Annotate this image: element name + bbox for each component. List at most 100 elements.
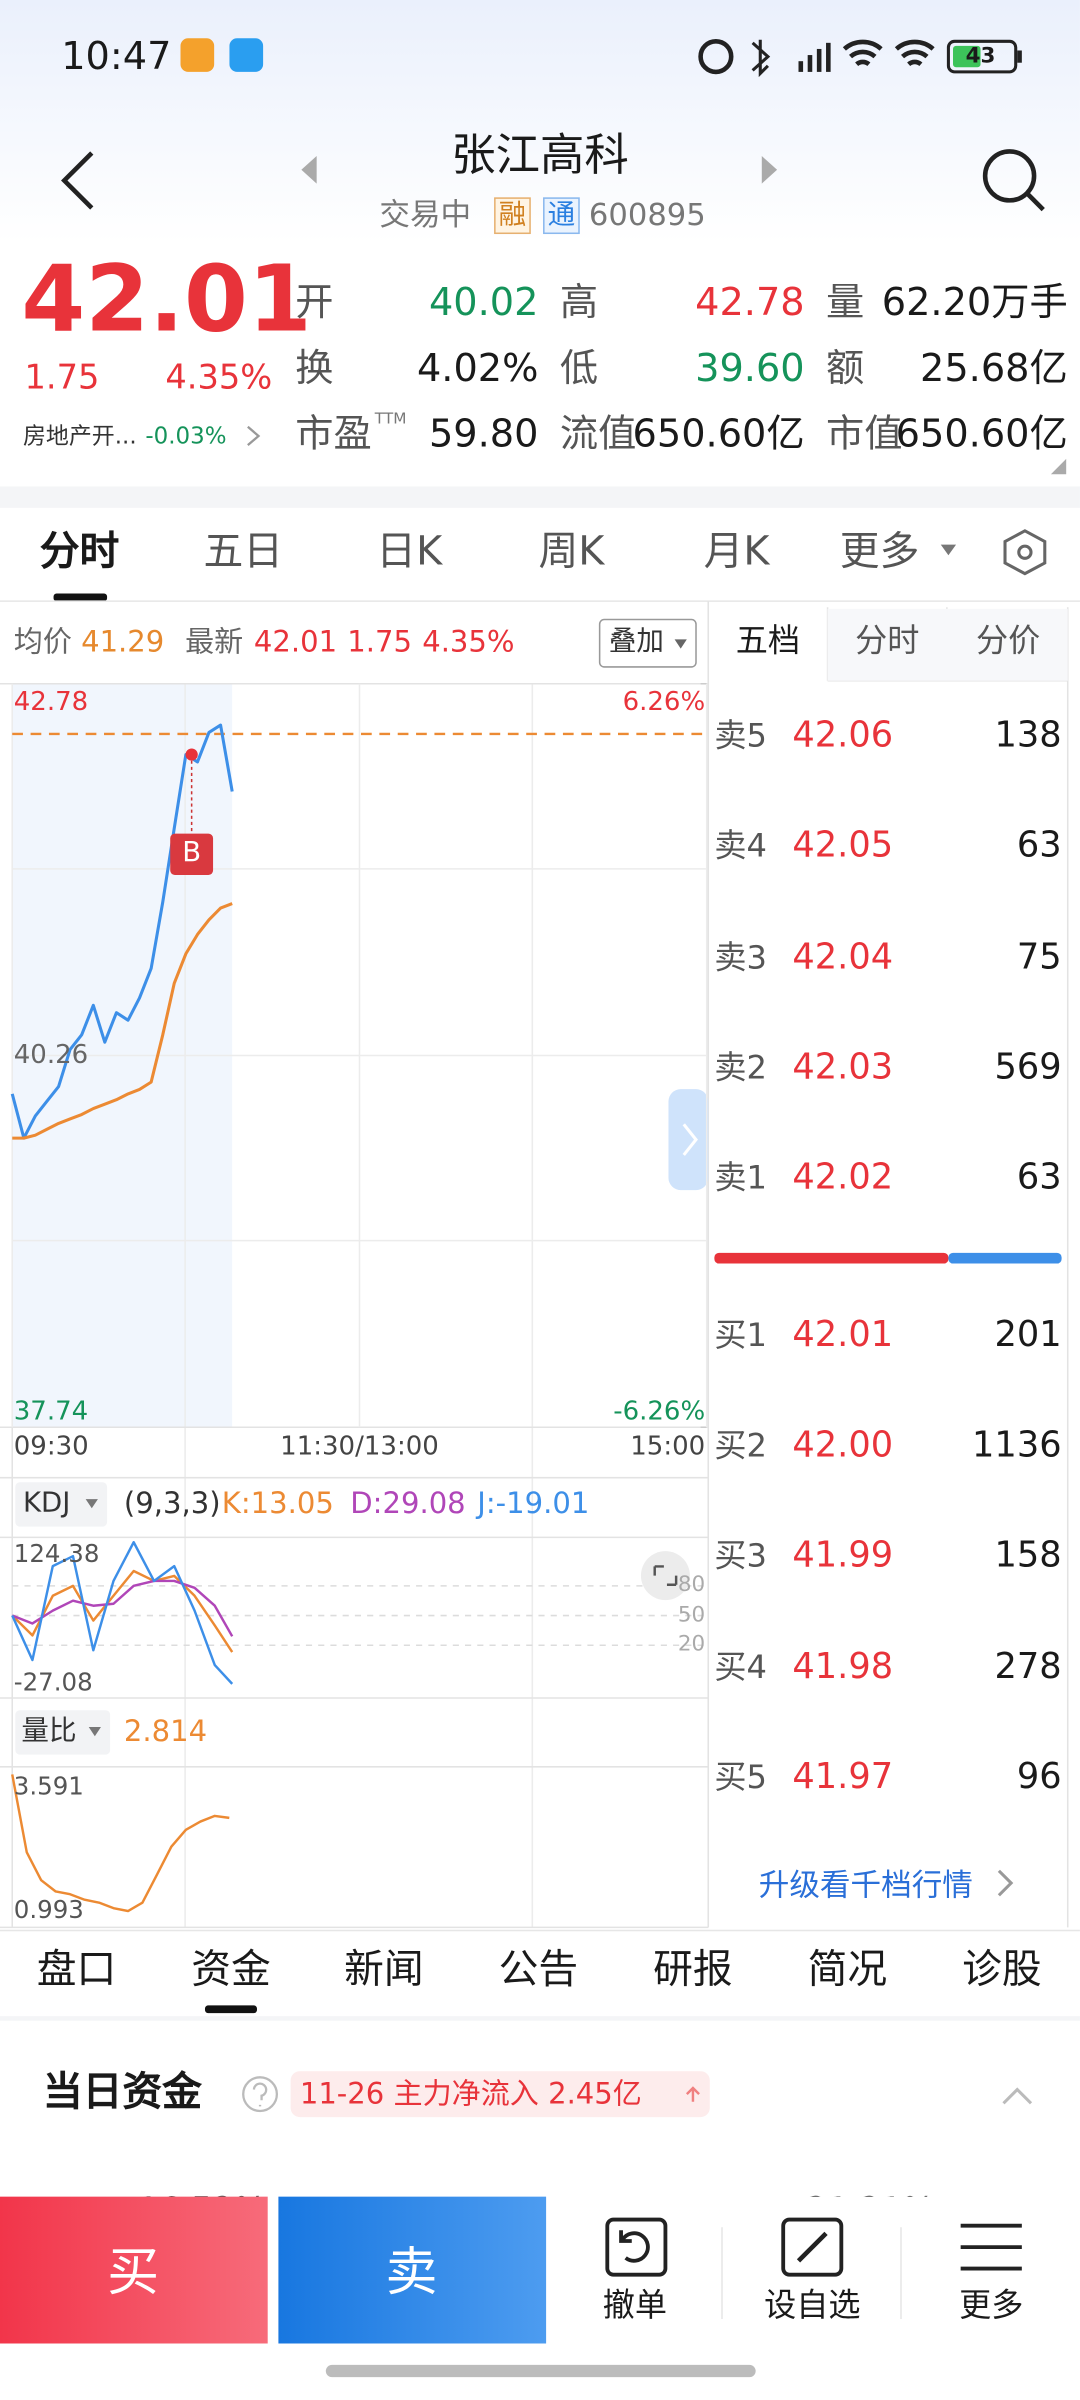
indicator-readout: K:13.05 (221, 1486, 334, 1520)
level-volume: 158 (994, 1536, 1062, 1576)
avg-label: 均价 (13, 625, 72, 659)
stat-value: 4.02% (416, 345, 539, 391)
stat-value: 40.02 (428, 279, 539, 325)
back-button[interactable] (61, 151, 94, 210)
order-book-tab[interactable]: 分价 (975, 623, 1041, 660)
chart-tab[interactable]: 五日 (203, 529, 284, 576)
stat-value: 650.60亿 (632, 411, 805, 456)
stat-label: 量 (826, 279, 865, 325)
sector-arrow[interactable] (247, 425, 261, 447)
detail-tab[interactable]: 盘口 (36, 1947, 117, 1994)
indicator-params: (9,3,3) (123, 1486, 221, 1520)
upgrade-link[interactable]: 升级看千档行情 (758, 1866, 973, 1903)
battery-level: 43 (965, 43, 996, 69)
series-line (11, 1579, 234, 1637)
side-expand[interactable] (668, 1089, 709, 1191)
level-price: 42.03 (792, 1048, 894, 1088)
prev-stock[interactable] (301, 156, 317, 184)
chart-tab[interactable]: 分时 (39, 529, 120, 576)
stat-label: 高 (559, 279, 599, 325)
sell-button[interactable] (278, 2196, 547, 2344)
sell-label[interactable]: 卖 (385, 2241, 438, 2304)
detail-tab[interactable]: 公告 (498, 1947, 579, 1994)
level-volume: 201 (994, 1315, 1062, 1356)
change-pct-small: 4.35% (422, 625, 515, 659)
buy-label[interactable]: 买 (107, 2241, 160, 2304)
indicator-selector[interactable] (15, 1482, 108, 1527)
wifi-icon (842, 39, 883, 67)
level-price: 42.06 (792, 716, 894, 756)
action-label[interactable]: 撤单 (602, 2287, 667, 2325)
fullscreen-icon (653, 1565, 678, 1586)
level-price: 41.98 (792, 1647, 894, 1688)
collapse-button[interactable] (1002, 2087, 1033, 2105)
settings-icon-dot (1017, 544, 1033, 560)
indicator-caret (88, 1727, 101, 1737)
y2-tick-label: 20 (677, 1632, 706, 1657)
detail-tab[interactable]: 研报 (653, 1947, 733, 1994)
settings-icon[interactable] (1003, 529, 1047, 576)
y-tick-label: -27.08 (13, 1667, 93, 1698)
ratio-bar-buy (948, 1252, 1062, 1264)
level-label: 买5 (714, 1759, 767, 1797)
watchlist-icon-pen (796, 2231, 828, 2263)
avg-price: 41.29 (81, 625, 165, 659)
level-volume: 1136 (972, 1425, 1062, 1466)
fullscreen-button[interactable] (640, 1551, 690, 1601)
cancel-icon-arrow (619, 2230, 650, 2263)
overlay-label[interactable]: 叠加 (608, 625, 664, 659)
level-label: 卖1 (714, 1160, 767, 1197)
chart-tab[interactable]: 更多 (839, 529, 920, 576)
level-price: 42.00 (792, 1425, 894, 1466)
help-icon-mark (252, 2082, 268, 2107)
battery-fill (953, 45, 981, 68)
overlay-button[interactable] (598, 618, 697, 668)
detail-tab[interactable]: 新闻 (344, 1947, 424, 1994)
y-tick-label: 3.591 (13, 1771, 84, 1802)
indicator-name[interactable]: KDJ (22, 1487, 71, 1520)
indicator-selector[interactable] (15, 1710, 111, 1755)
order-book-tab[interactable]: 五档 (735, 623, 801, 660)
help-icon[interactable] (242, 2076, 279, 2113)
fund-tag-arrow (685, 2086, 700, 2102)
trade-state: 交易中 (379, 195, 472, 233)
level-label: 卖3 (714, 939, 767, 977)
chart-tab[interactable]: 周K (538, 529, 605, 576)
chart-tab[interactable]: 日K (376, 529, 443, 576)
stat-label-sup: TTM (374, 411, 407, 429)
level-price: 42.01 (792, 1315, 894, 1356)
level-price: 42.02 (792, 1158, 894, 1199)
watchlist-icon (781, 2217, 844, 2277)
chart-tab[interactable]: 月K (703, 529, 770, 576)
expand-corner[interactable] (1050, 458, 1067, 475)
indicator-readout: D:29.08 (350, 1486, 466, 1520)
wifi-icon (894, 39, 935, 67)
order-book-frame (707, 601, 1069, 1928)
action-label[interactable]: 设自选 (764, 2287, 861, 2325)
level-label: 买3 (714, 1537, 767, 1575)
more-caret[interactable] (940, 544, 957, 556)
stock-name: 张江高科 (451, 127, 629, 180)
sector-name[interactable]: 房地产开... (22, 422, 137, 450)
stat-value: 39.60 (695, 345, 805, 391)
divider-band (0, 2016, 1080, 2021)
series-line (10, 723, 234, 1140)
sector-change: -0.03% (145, 422, 227, 450)
detail-tab[interactable]: 诊股 (962, 1947, 1042, 1994)
search-button[interactable] (982, 149, 1045, 212)
detail-tab[interactable]: 简况 (807, 1947, 888, 1994)
level-price: 41.99 (792, 1536, 894, 1576)
buy-button[interactable] (0, 2196, 268, 2344)
action-label[interactable]: 更多 (959, 2287, 1024, 2325)
level-label: 买1 (714, 1317, 767, 1355)
indicator-readout: J:-19.01 (477, 1486, 590, 1520)
order-book-tab[interactable]: 分时 (855, 623, 920, 660)
detail-tab[interactable]: 资金 (191, 1947, 271, 1994)
indicator-name[interactable]: 量比 (21, 1715, 77, 1748)
next-stock[interactable] (761, 156, 778, 184)
upgrade-arrow[interactable] (997, 1869, 1014, 1897)
stat-label: 额 (826, 345, 865, 391)
series-line (11, 1541, 234, 1685)
